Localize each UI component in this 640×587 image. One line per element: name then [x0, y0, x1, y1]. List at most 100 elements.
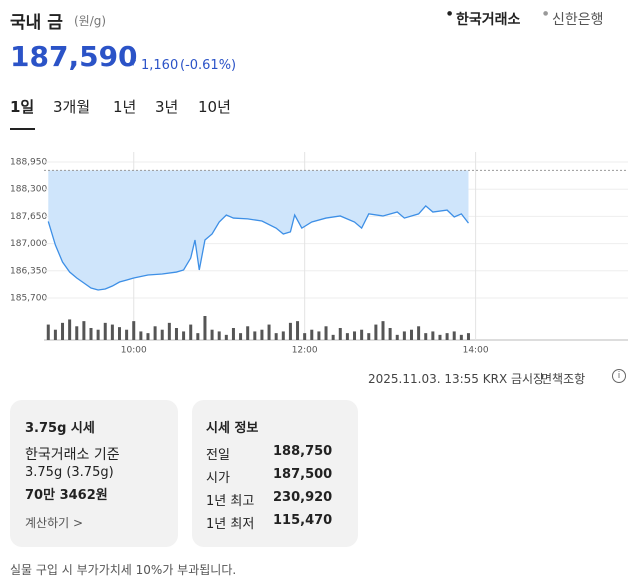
- info-label: 전일: [206, 448, 230, 463]
- x-tick-label: 12:00: [292, 346, 318, 356]
- volume-bar: [338, 328, 342, 340]
- gram-price: 70만 3462원: [25, 488, 108, 503]
- volume-bar: [224, 334, 228, 340]
- volume-bar: [459, 334, 463, 340]
- volume-bar: [438, 334, 442, 340]
- info-label: 시가: [206, 471, 230, 486]
- tab[interactable]: 10년: [198, 98, 231, 116]
- volume-bar: [239, 333, 243, 340]
- volume-bar: [89, 328, 93, 340]
- volume-bar: [103, 322, 107, 340]
- volume-bar: [374, 324, 378, 340]
- x-tick-label: 10:00: [121, 346, 147, 356]
- volume-bar: [125, 329, 129, 340]
- basis: 한국거래소 기준: [25, 447, 120, 463]
- title: 국내 금: [10, 13, 63, 33]
- volume-bar: [452, 331, 456, 340]
- card-title: 시세 정보: [206, 421, 259, 436]
- y-tick-label: 187,650: [10, 212, 47, 222]
- info-value: 187,500: [273, 467, 333, 482]
- volume-bar: [424, 333, 428, 340]
- volume-bar: [75, 326, 79, 340]
- volume-bar: [210, 329, 214, 340]
- volume-bar: [146, 333, 150, 340]
- tab[interactable]: 1년: [113, 98, 137, 116]
- volume-bar: [281, 331, 285, 340]
- volume-bar: [324, 326, 328, 340]
- price-line: [47, 205, 469, 291]
- volume-bar: [388, 328, 392, 340]
- volume-bar: [189, 324, 193, 340]
- card: 3.75g 시세 한국거래소 기준 3.75g (3.75g) 70만 3462…: [10, 400, 178, 547]
- volume-bar: [246, 326, 250, 340]
- volume-bar: [139, 331, 143, 340]
- volume-bar: [445, 333, 449, 340]
- price: 187,590: [10, 40, 138, 73]
- volume-bar: [395, 334, 399, 340]
- info-label: 1년 최저: [206, 517, 255, 532]
- volume-bar: [68, 319, 72, 340]
- volume-bar: [82, 321, 86, 340]
- source-tab[interactable]: 한국거래소: [456, 12, 521, 28]
- info-label: 1년 최고: [206, 494, 255, 509]
- source-tab[interactable]: 신한은행: [552, 12, 604, 28]
- info-value: 230,920: [273, 490, 333, 505]
- area: [48, 170, 469, 291]
- weight: 3.75g (3.75g): [25, 465, 114, 480]
- volume-bar: [196, 333, 200, 340]
- volume-bar: [417, 326, 421, 340]
- volume-bar: [260, 329, 264, 340]
- timestamp: 2025.11.03. 13:55 KRX 금시장: [368, 372, 545, 386]
- change: 1,160: [141, 58, 179, 73]
- change-rate: (-0.61%): [180, 58, 237, 73]
- volume-bar: [117, 327, 121, 340]
- tab[interactable]: 1일: [10, 98, 35, 116]
- info-value: 115,470: [273, 513, 333, 528]
- volume-bar: [466, 333, 470, 340]
- volume-bar: [409, 329, 413, 340]
- volume-bar: [61, 322, 65, 340]
- volume-bar: [402, 331, 406, 340]
- volume-bar: [174, 328, 178, 340]
- volume-bar: [217, 331, 221, 340]
- volume-bar: [160, 329, 164, 340]
- volume-bar: [353, 331, 357, 340]
- note: 실물 구입 시 부가가치세 10%가 부과됩니다.: [10, 563, 237, 577]
- volume-bar: [331, 334, 335, 340]
- volume-bar: [296, 321, 300, 340]
- volume-bar: [46, 324, 50, 340]
- card-title: 3.75g 시세: [25, 421, 95, 436]
- volume-bar: [132, 321, 136, 340]
- y-tick-label: 187,000: [10, 239, 47, 249]
- volume-bar: [431, 331, 435, 340]
- y-tick-label: 185,700: [10, 294, 47, 304]
- volume-bar: [381, 321, 385, 340]
- volume-bar: [231, 328, 235, 340]
- calc-link[interactable]: 계산하기 >: [25, 516, 84, 530]
- card: 시세 정보 전일 188,750 시가 187,500 1년 최고 230,92…: [192, 400, 358, 547]
- volume-bar: [203, 316, 207, 340]
- y-tick-label: 188,300: [10, 185, 47, 195]
- volume-bar: [182, 331, 186, 340]
- x-tick-label: 14:00: [463, 346, 489, 356]
- volume-bar: [267, 324, 271, 340]
- volume-bar: [167, 322, 171, 340]
- volume-bar: [96, 329, 100, 340]
- volume-bar: [53, 329, 57, 340]
- unit: (원/g): [74, 14, 107, 28]
- tab[interactable]: 3개월: [53, 98, 91, 116]
- volume-bar: [303, 333, 307, 340]
- volume-bar: [288, 322, 292, 340]
- y-tick-label: 186,350: [10, 266, 47, 276]
- y-tick-label: 188,950: [10, 158, 47, 168]
- volume-bar: [110, 324, 114, 340]
- info-value: 188,750: [273, 444, 333, 459]
- volume-bar: [153, 326, 157, 340]
- disclaimer[interactable]: 면책조항: [541, 372, 586, 386]
- volume-bar: [360, 329, 364, 340]
- volume-bar: [317, 331, 321, 340]
- tab[interactable]: 3년: [155, 98, 179, 116]
- volume-bar: [345, 333, 349, 340]
- volume-bar: [367, 333, 371, 340]
